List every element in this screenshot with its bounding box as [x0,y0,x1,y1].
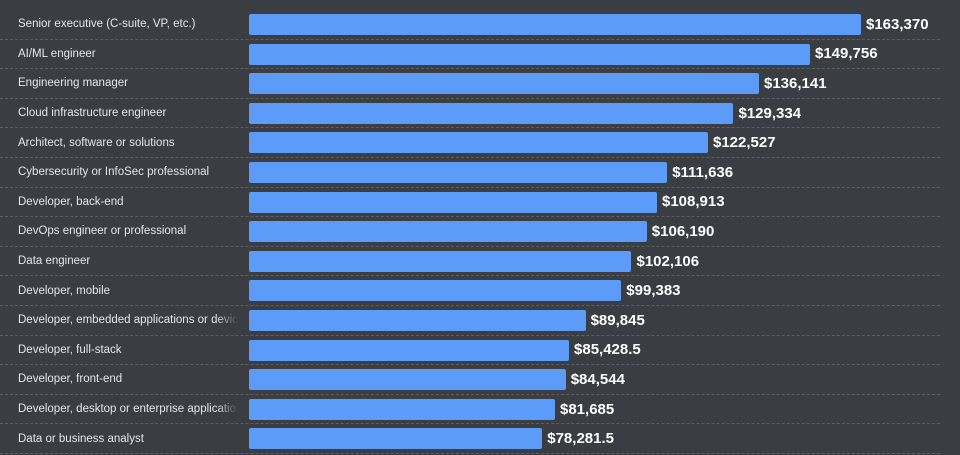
value-label: $163,370 [866,15,929,33]
category-label: Developer, front-end [18,365,238,394]
value-label: $129,334 [738,104,802,122]
bar-row: Developer, mobile $99,383 [0,276,940,306]
bar-row: DevOps engineer or professional $106,190 [0,217,940,247]
bar[interactable] [249,73,759,95]
value-label: $106,190 [651,222,715,240]
category-label: Architect, software or solutions [18,128,238,157]
bar[interactable] [249,191,657,213]
bar-row: AI/ML engineer $149,756 [0,39,940,70]
value-label: $111,636 [672,163,734,181]
bar[interactable] [249,43,810,65]
bar-row: Developer, back-end $108,913 [0,187,940,218]
category-label: AI/ML engineer [18,39,238,69]
bar[interactable] [249,339,570,361]
value-label: $108,913 [661,193,725,211]
bar-row: Cloud infrastructure engineer $129,334 [0,98,940,129]
value-label: $85,428.5 [574,341,641,359]
category-label: Developer, embedded applications or devi… [18,306,238,335]
value-label: $149,756 [815,45,878,63]
bar[interactable] [249,280,622,302]
value-label: $81,685 [560,400,615,418]
category-label: Data or business analyst [18,424,238,453]
category-label: Cloud infrastructure engineer [18,98,238,128]
bar-row: Data engineer $102,106 [0,246,940,277]
value-label: $84,544 [570,370,625,388]
bar[interactable] [249,162,668,183]
bar-row: Cybersecurity or InfoSec professional $11… [0,158,940,188]
value-label: $136,141 [763,74,827,92]
bar[interactable] [249,369,566,391]
value-label: $89,845 [590,311,645,329]
bar-row: Architect, software or solutions $122,527 [0,128,940,158]
bar-row: Developer, front-end $84,544 [0,365,940,395]
bar-row: Senior executive (C-suite, VP, etc.) $163… [0,10,940,40]
value-label: $102,106 [636,252,700,270]
bar[interactable] [249,250,632,272]
bar-row: Developer, desktop or enterprise applica… [0,394,940,425]
category-label: Developer, mobile [18,276,238,305]
category-label: Developer, desktop or enterprise applica… [18,394,238,424]
bar-row: Developer, embedded applications or devi… [0,306,940,336]
bar[interactable] [249,132,708,154]
value-label: $99,383 [626,282,681,300]
bar[interactable] [249,221,647,243]
category-label: Engineering manager [18,69,238,98]
bar-row: Developer, full-stack $85,428.5 [0,335,940,366]
bar[interactable] [249,398,555,420]
category-label: Senior executive (C-suite, VP, etc.) [18,10,238,39]
value-label: $78,281.5 [547,430,614,448]
category-label: DevOps engineer or professional [18,217,238,246]
category-label: Developer, full-stack [18,335,238,365]
bar-row: Engineering manager $136,141 [0,69,940,99]
bar[interactable] [249,14,861,35]
category-label: Developer, back-end [18,187,238,217]
bar[interactable] [249,102,734,124]
bar-row: Data or business analyst $78,281.5 [0,424,940,454]
bar[interactable] [249,428,543,450]
category-label: Cybersecurity or InfoSec professional [18,158,238,187]
category-label: Data engineer [18,246,238,276]
value-label: $122,527 [712,134,776,152]
bar[interactable] [249,310,586,331]
